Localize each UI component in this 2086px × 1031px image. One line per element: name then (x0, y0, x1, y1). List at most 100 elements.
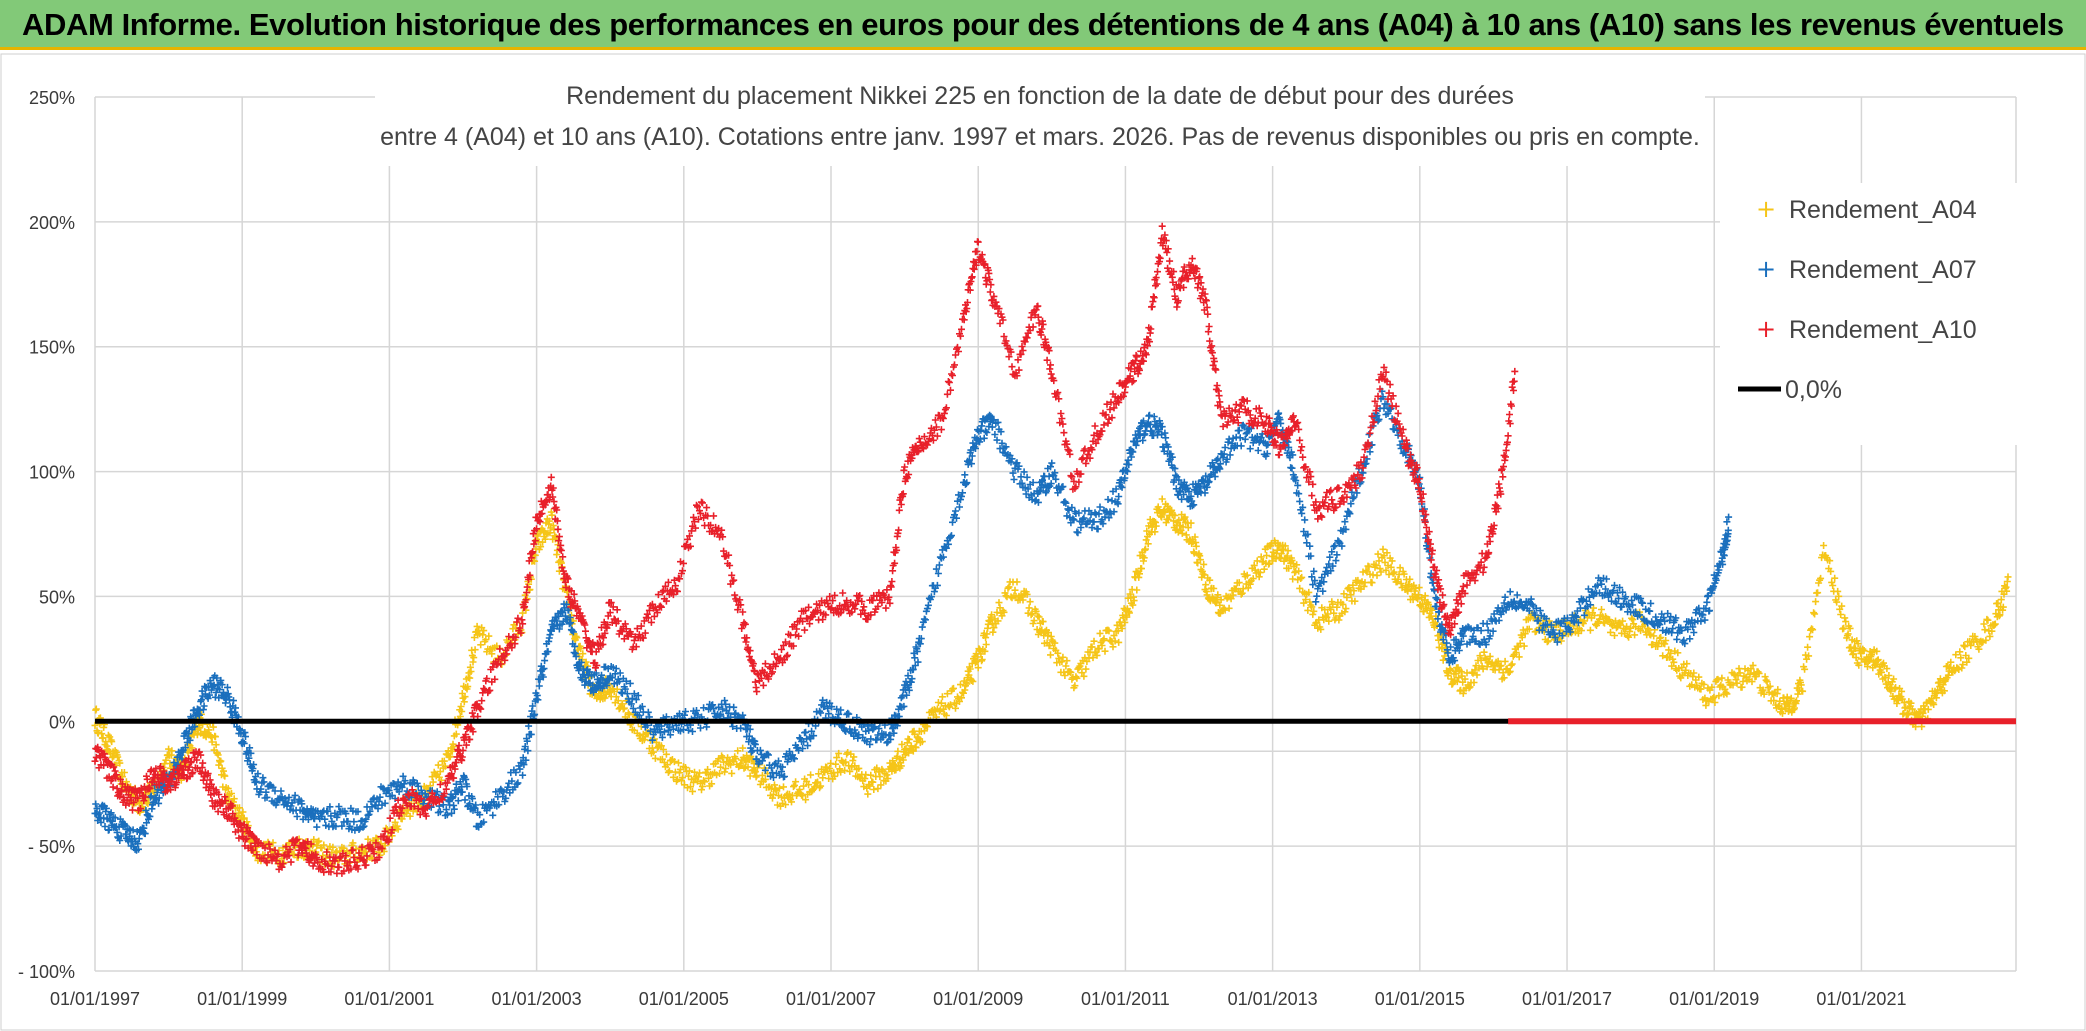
a04-point (1054, 649, 1062, 657)
a04-point (807, 771, 815, 779)
x-tick-label: 01/01/1999 (197, 989, 287, 1009)
y-tick-label: - 50% (28, 837, 75, 857)
a04-point (114, 753, 122, 761)
a04-point (1144, 540, 1152, 548)
a04-point (850, 753, 858, 761)
a04-point (990, 624, 998, 632)
a04-point (950, 684, 957, 692)
a04-point (876, 773, 884, 781)
a04-point (543, 530, 551, 538)
a04-point (1142, 545, 1149, 553)
a04-point (674, 776, 681, 783)
a04-point (471, 646, 479, 654)
a04-point (1051, 639, 1059, 647)
a04-point (1063, 657, 1071, 665)
a04-point (236, 804, 243, 812)
a04-point (1067, 669, 1075, 676)
a04-point (651, 754, 659, 762)
a04-point (208, 738, 216, 746)
a04-point (890, 760, 898, 768)
x-tick-label: 01/01/2017 (1522, 989, 1612, 1009)
a04-point (212, 741, 220, 749)
a04-point (618, 700, 626, 708)
a04-point (1011, 586, 1019, 594)
a04-point (700, 777, 708, 784)
a04-point (188, 744, 196, 752)
a04-point (849, 757, 857, 765)
a04-point (1026, 598, 1034, 606)
a04-point (373, 835, 381, 843)
a04-point (679, 774, 686, 782)
a04-point (867, 771, 875, 779)
a04-point (1109, 643, 1117, 651)
a04-point (1000, 608, 1008, 616)
a04-point (458, 708, 466, 715)
a04-point (814, 778, 822, 786)
a04-point (310, 836, 318, 844)
a04-point (1161, 508, 1169, 516)
a04-point (675, 759, 682, 767)
y-tick-label: - 100% (18, 962, 75, 982)
a04-point (537, 543, 545, 551)
a04-point (1013, 578, 1021, 586)
a04-point (1061, 672, 1069, 679)
a04-point (842, 758, 850, 766)
a04-point (836, 765, 844, 773)
a04-point (612, 693, 620, 701)
a04-point (1184, 524, 1192, 532)
series-a04 (91, 495, 2012, 871)
a04-point (1093, 651, 1101, 659)
a04-point (670, 758, 678, 766)
a04-point (701, 778, 709, 786)
a04-point (1062, 662, 1070, 670)
a04-point (1150, 518, 1158, 525)
a04-point (224, 785, 232, 793)
a04-point (771, 781, 778, 789)
a04-point (739, 744, 747, 752)
a04-point (280, 859, 288, 867)
a04-point (1098, 642, 1106, 649)
a04-point (937, 699, 945, 707)
a04-point (805, 781, 813, 789)
a04-point (813, 779, 821, 787)
a04-point (776, 784, 783, 792)
a04-point (966, 665, 974, 673)
a04-point (994, 617, 1002, 625)
x-tick-label: 01/01/2007 (786, 989, 876, 1009)
a04-point (1035, 613, 1043, 621)
a04-point (221, 772, 229, 780)
a04-point (958, 694, 965, 702)
a04-point (696, 769, 703, 777)
a04-point (780, 783, 787, 791)
a04-point (915, 735, 923, 743)
a04-point (918, 738, 926, 746)
a04-point (662, 750, 670, 758)
a04-point (1133, 586, 1141, 594)
a04-point (1115, 638, 1123, 646)
a04-point (214, 751, 222, 759)
a04-point (1023, 590, 1031, 598)
a04-point (240, 814, 248, 822)
a04-point (802, 796, 810, 804)
a04-point (869, 778, 877, 786)
a04-point (485, 632, 493, 640)
a04-point (466, 674, 474, 682)
a04-point (969, 677, 977, 685)
a04-point (440, 757, 448, 765)
a04-point (744, 763, 752, 771)
x-axis: 01/01/1997 01/01/1999 01/01/2001 01/01/2003… (50, 989, 1907, 1009)
a04-point (1073, 674, 1081, 682)
a04-point (938, 693, 946, 701)
a04-point (968, 677, 975, 684)
a04-point (977, 650, 985, 658)
a04-point (470, 654, 478, 662)
a04-point (974, 664, 982, 672)
a04-point (620, 704, 628, 712)
a04-point (981, 647, 989, 655)
a04-point (1187, 519, 1195, 527)
a04-point (897, 762, 905, 770)
a04-point (1138, 565, 1145, 573)
a04-point (851, 762, 859, 770)
a04-point (314, 838, 322, 846)
a04-point (349, 839, 357, 847)
